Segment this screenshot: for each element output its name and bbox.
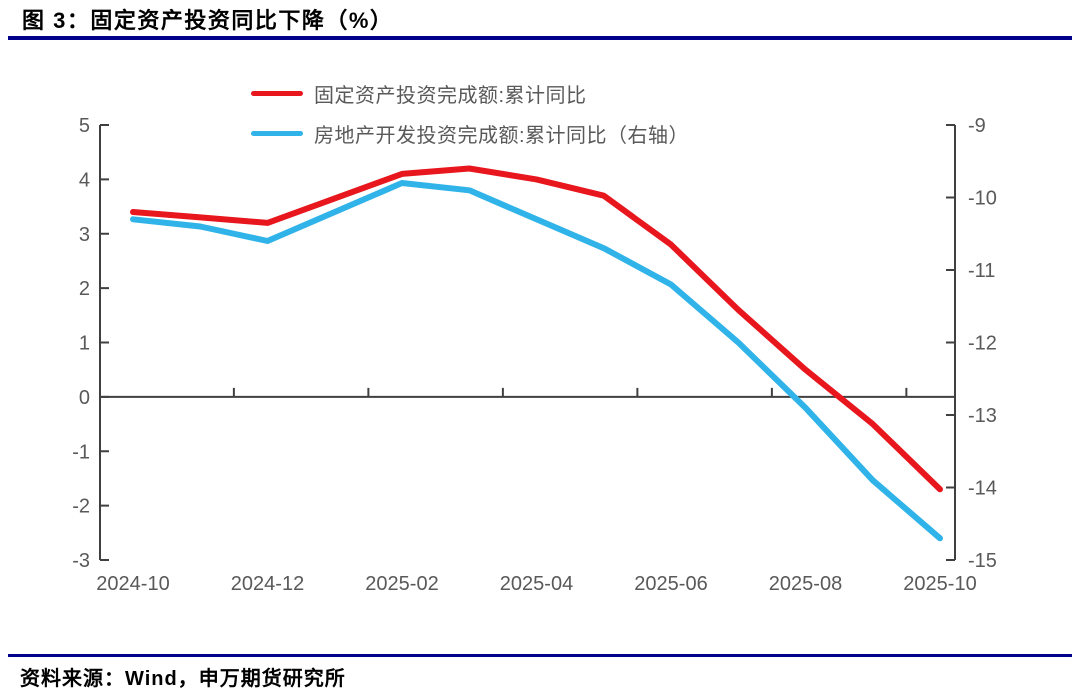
source-note: 资料来源：Wind，申万期货研究所 bbox=[20, 668, 346, 690]
legend-item-fixed-asset-investment: 固定资产投资完成额:累计同比 bbox=[251, 81, 689, 107]
svg-text:1: 1 bbox=[79, 333, 90, 355]
svg-text:4: 4 bbox=[79, 169, 90, 191]
chart-legend: 固定资产投资完成额:累计同比 房地产开发投资完成额:累计同比（右轴） bbox=[251, 81, 690, 147]
figure-title: 图 3：固定资产投资同比下降（%） bbox=[22, 8, 394, 33]
footer-divider bbox=[8, 654, 1072, 657]
svg-text:0: 0 bbox=[79, 387, 90, 409]
svg-text:-1: -1 bbox=[72, 441, 90, 463]
svg-text:-2: -2 bbox=[72, 496, 90, 518]
title-divider bbox=[8, 36, 1072, 40]
svg-text:2: 2 bbox=[79, 278, 90, 300]
svg-text:5: 5 bbox=[79, 115, 90, 137]
legend-item-real-estate-investment: 房地产开发投资完成额:累计同比（右轴） bbox=[251, 121, 690, 147]
red-line-swatch-icon bbox=[251, 90, 303, 96]
svg-text:2025-02: 2025-02 bbox=[365, 573, 438, 595]
svg-text:2025-06: 2025-06 bbox=[634, 573, 707, 595]
svg-text:-9: -9 bbox=[968, 115, 986, 137]
svg-text:2024-10: 2024-10 bbox=[96, 573, 169, 595]
blue-line-swatch-icon bbox=[251, 130, 303, 136]
svg-text:2025-04: 2025-04 bbox=[500, 573, 573, 595]
svg-text:3: 3 bbox=[79, 224, 90, 246]
svg-text:-15: -15 bbox=[968, 550, 997, 572]
svg-text:-11: -11 bbox=[968, 260, 995, 282]
svg-text:-14: -14 bbox=[968, 478, 997, 500]
svg-text:-10: -10 bbox=[968, 188, 997, 210]
svg-text:2025-08: 2025-08 bbox=[769, 573, 842, 595]
svg-text:2024-12: 2024-12 bbox=[231, 573, 304, 595]
svg-text:-13: -13 bbox=[968, 405, 997, 427]
svg-text:-3: -3 bbox=[72, 550, 90, 572]
legend-label-real-estate: 房地产开发投资完成额:累计同比（右轴） bbox=[314, 124, 690, 147]
legend-label-fixed-asset: 固定资产投资完成额:累计同比 bbox=[314, 84, 587, 107]
svg-text:-12: -12 bbox=[968, 333, 997, 355]
svg-text:2025-10: 2025-10 bbox=[903, 573, 976, 595]
